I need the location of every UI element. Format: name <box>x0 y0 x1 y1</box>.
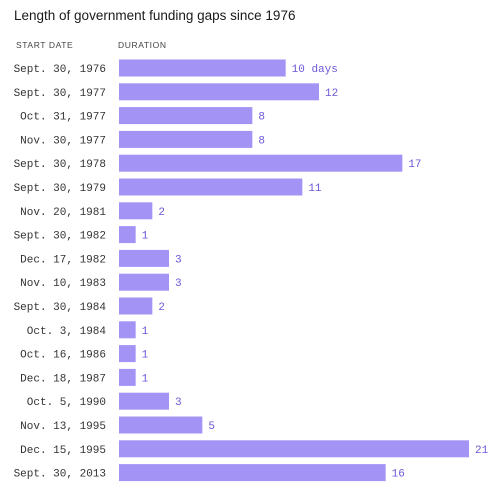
duration-value-label: 3 <box>175 254 182 266</box>
duration-value-label: 12 <box>325 88 338 100</box>
duration-bar <box>119 202 153 220</box>
duration-bar <box>119 273 169 291</box>
duration-bar <box>119 83 319 101</box>
start-date-label: Oct. 31, 1977 <box>20 112 106 124</box>
duration-value-label: 21 <box>475 445 489 457</box>
duration-bar <box>119 416 203 434</box>
duration-bar <box>119 130 253 148</box>
start-date-label: Oct. 3, 1984 <box>27 326 107 338</box>
duration-value-label: 1 <box>142 326 149 338</box>
duration-bar <box>119 368 136 386</box>
duration-value-label: 11 <box>308 183 322 195</box>
start-date-label: Dec. 18, 1987 <box>20 373 106 385</box>
start-date-label: Sept. 30, 1976 <box>14 64 106 76</box>
start-date-label: Sept. 30, 1978 <box>14 159 106 171</box>
duration-value-label: 1 <box>142 350 149 362</box>
start-date-label: Nov. 13, 1995 <box>20 421 106 433</box>
start-date-label: Oct. 16, 1986 <box>20 350 106 362</box>
start-date-label: Sept. 30, 1979 <box>14 183 106 195</box>
duration-bar <box>119 297 153 315</box>
duration-value-label: 17 <box>408 159 421 171</box>
duration-bar <box>119 59 286 77</box>
start-date-label: Nov. 30, 1977 <box>20 135 106 147</box>
start-date-label: Oct. 5, 1990 <box>27 397 106 409</box>
duration-value-label: 8 <box>258 135 265 147</box>
start-date-label: Sept. 30, 1982 <box>14 231 106 243</box>
start-date-label: Sept. 30, 2013 <box>14 469 106 481</box>
duration-value-label: 16 <box>392 469 405 481</box>
duration-bar <box>119 154 403 172</box>
duration-value-label: 2 <box>158 302 165 314</box>
duration-value-label: 8 <box>258 112 265 124</box>
start-date-label: Sept. 30, 1984 <box>14 302 107 314</box>
start-date-label: Dec. 17, 1982 <box>20 254 106 266</box>
start-date-label: Nov. 10, 1983 <box>20 278 106 290</box>
duration-value-label: 2 <box>158 207 165 219</box>
duration-value-label: 3 <box>175 278 182 290</box>
start-date-label: Sept. 30, 1977 <box>14 88 106 100</box>
duration-value-label: 3 <box>175 397 182 409</box>
duration-bar <box>119 440 469 458</box>
duration-bar <box>119 392 169 410</box>
start-date-label: Nov. 20, 1981 <box>20 207 106 219</box>
duration-bar <box>119 321 136 339</box>
duration-bar <box>119 345 136 363</box>
start-date-column-header: START DATE <box>16 40 74 50</box>
start-date-label: Dec. 15, 1995 <box>20 445 106 457</box>
duration-value-label: 5 <box>208 421 215 433</box>
duration-value-label: 1 <box>142 373 149 385</box>
duration-value-label: 10 days <box>292 64 338 76</box>
duration-value-label: 1 <box>142 231 149 243</box>
duration-bar <box>119 249 169 267</box>
chart-title: Length of government funding gaps since … <box>14 8 296 23</box>
duration-bar <box>119 178 303 196</box>
duration-bar <box>119 464 386 482</box>
duration-column-header: DURATION <box>118 40 167 50</box>
duration-bar <box>119 107 253 125</box>
duration-bar <box>119 226 136 244</box>
